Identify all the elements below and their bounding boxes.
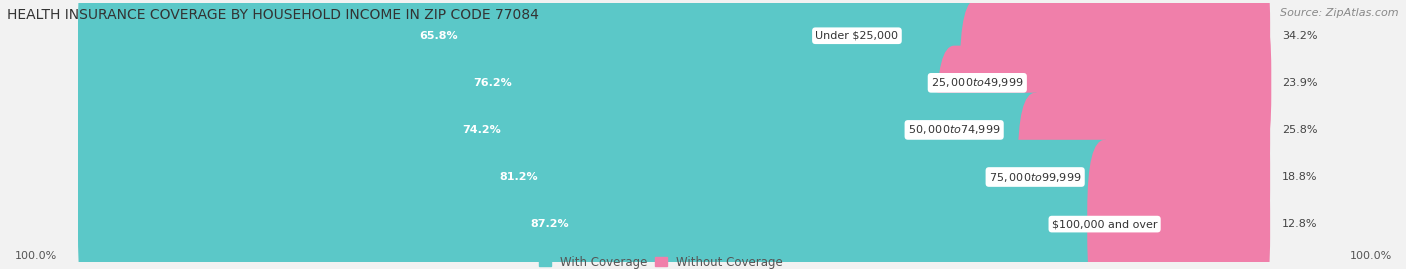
- Text: 12.8%: 12.8%: [1282, 219, 1317, 229]
- Text: $75,000 to $99,999: $75,000 to $99,999: [988, 171, 1081, 183]
- Text: 23.9%: 23.9%: [1282, 78, 1317, 88]
- Text: 76.2%: 76.2%: [472, 78, 512, 88]
- FancyBboxPatch shape: [936, 46, 1270, 214]
- Text: 100.0%: 100.0%: [1350, 251, 1392, 261]
- FancyBboxPatch shape: [960, 0, 1271, 167]
- FancyBboxPatch shape: [77, 0, 875, 120]
- FancyBboxPatch shape: [77, 93, 1270, 261]
- FancyBboxPatch shape: [77, 46, 972, 214]
- FancyBboxPatch shape: [77, 0, 1270, 167]
- Text: 18.8%: 18.8%: [1282, 172, 1317, 182]
- Text: $100,000 and over: $100,000 and over: [1052, 219, 1157, 229]
- FancyBboxPatch shape: [1087, 140, 1270, 269]
- Legend: With Coverage, Without Coverage: With Coverage, Without Coverage: [538, 256, 783, 269]
- FancyBboxPatch shape: [77, 140, 1270, 269]
- FancyBboxPatch shape: [77, 140, 1122, 269]
- Text: Under $25,000: Under $25,000: [815, 31, 898, 41]
- Text: 87.2%: 87.2%: [530, 219, 569, 229]
- FancyBboxPatch shape: [77, 46, 1270, 214]
- Text: HEALTH INSURANCE COVERAGE BY HOUSEHOLD INCOME IN ZIP CODE 77084: HEALTH INSURANCE COVERAGE BY HOUSEHOLD I…: [7, 8, 538, 22]
- FancyBboxPatch shape: [1018, 93, 1270, 261]
- Text: 81.2%: 81.2%: [499, 172, 537, 182]
- Text: Source: ZipAtlas.com: Source: ZipAtlas.com: [1281, 8, 1399, 18]
- Text: 100.0%: 100.0%: [14, 251, 56, 261]
- Text: $50,000 to $74,999: $50,000 to $74,999: [908, 123, 1001, 136]
- Text: 65.8%: 65.8%: [419, 31, 457, 41]
- FancyBboxPatch shape: [77, 0, 994, 167]
- Text: 25.8%: 25.8%: [1282, 125, 1317, 135]
- FancyBboxPatch shape: [77, 0, 1270, 120]
- Text: 34.2%: 34.2%: [1282, 31, 1317, 41]
- FancyBboxPatch shape: [77, 93, 1053, 261]
- Text: $25,000 to $49,999: $25,000 to $49,999: [931, 76, 1024, 89]
- Text: 74.2%: 74.2%: [463, 125, 501, 135]
- FancyBboxPatch shape: [839, 0, 1270, 120]
